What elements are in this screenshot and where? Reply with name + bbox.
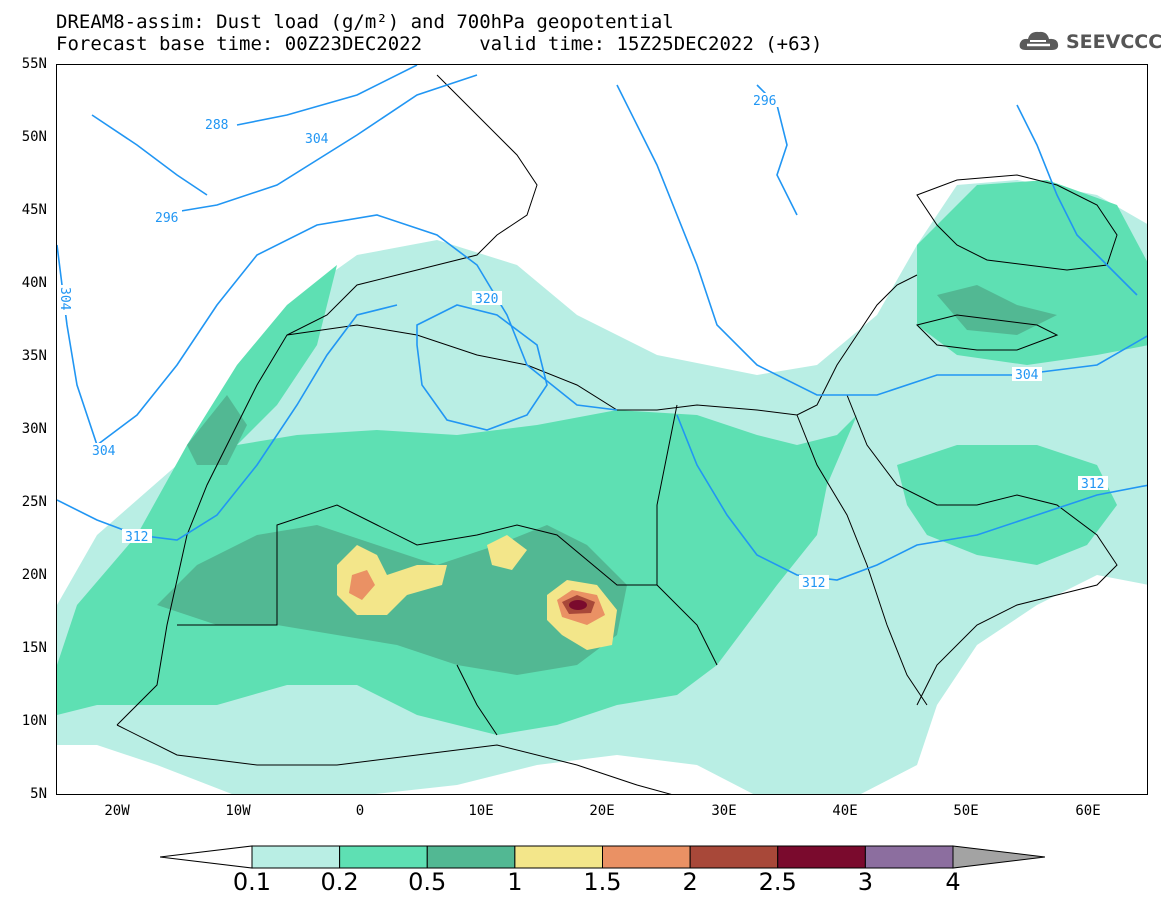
lat-label: 55N <box>21 56 47 72</box>
colorbar-left-cap <box>160 845 253 869</box>
contour-label: 320 <box>475 292 498 307</box>
lat-label: 45N <box>21 202 47 218</box>
dust-shading-2.5 <box>569 600 587 610</box>
colorbar-segment <box>426 845 516 869</box>
lon-label: 10W <box>225 803 251 819</box>
lon-label: 0 <box>355 803 365 819</box>
lon-label: 20W <box>104 803 130 819</box>
colorbar-tick-label: 4 <box>945 868 961 896</box>
lat-label: 50N <box>21 129 47 145</box>
lon-label: 20E <box>589 803 615 819</box>
colorbar-segment <box>602 845 691 869</box>
map-title: DREAM8-assim: Dust load (g/m²) and 700hP… <box>56 11 674 33</box>
contour-label: 304 <box>92 444 116 459</box>
seevccc-logo: SEEVCCC <box>1066 31 1163 53</box>
colorbar-segment <box>339 845 428 869</box>
contour-label: 296 <box>155 211 178 226</box>
colorbar-tick-label: 1.5 <box>583 868 622 896</box>
contour-label: 304 <box>57 287 72 311</box>
map-panel[interactable]: 288 304 296 296 304 320 304 304 312 312 … <box>56 64 1148 795</box>
colorbar-tick-label: 1 <box>507 868 523 896</box>
colorbar <box>160 845 1045 869</box>
contour-label: 296 <box>753 94 776 109</box>
contour-label: 312 <box>1081 477 1104 492</box>
lon-label: 60E <box>1075 803 1101 819</box>
colorbar-right-cap <box>952 845 1045 869</box>
contour-label: 304 <box>305 132 329 147</box>
colorbar-segment <box>864 845 954 869</box>
lon-label: 50E <box>953 803 979 819</box>
lat-label: 5N <box>30 786 47 802</box>
colorbar-tick-label: 2 <box>682 868 698 896</box>
dust-map: 288 304 296 296 304 320 304 304 312 312 … <box>57 65 1147 794</box>
colorbar-tick-label: 0.2 <box>320 868 359 896</box>
forecast-time-info: Forecast base time: 00Z23DEC2022 valid t… <box>56 33 823 55</box>
lat-label: 25N <box>21 494 47 510</box>
lon-label: 30E <box>711 803 737 819</box>
contour-label: 304 <box>1015 368 1039 383</box>
colorbar-tick-label: 0.5 <box>408 868 447 896</box>
colorbar-segment <box>251 845 341 869</box>
colorbar-tick-label: 3 <box>857 868 874 896</box>
lat-label: 15N <box>21 640 47 656</box>
lat-label: 30N <box>21 421 47 437</box>
colorbar-segment <box>514 845 603 869</box>
lat-label: 40N <box>21 275 47 291</box>
contour-label: 288 <box>205 118 228 133</box>
colorbar-segment <box>689 845 779 869</box>
coastlines <box>116 74 1118 794</box>
lon-label: 10E <box>468 803 494 819</box>
contour-labels: 288 304 296 296 304 320 304 304 312 312 … <box>57 93 1108 591</box>
contour-label: 312 <box>125 530 148 545</box>
cloud-icon <box>1019 31 1059 50</box>
colorbar-tick-label: 0.1 <box>232 868 272 896</box>
lat-label: 35N <box>21 348 47 364</box>
lat-label: 20N <box>21 567 47 583</box>
contour-label: 312 <box>802 576 825 591</box>
lon-label: 40E <box>832 803 858 819</box>
lat-label: 10N <box>21 713 47 729</box>
colorbar-segment <box>777 845 866 869</box>
colorbar-tick-label: 2.5 <box>758 868 797 896</box>
